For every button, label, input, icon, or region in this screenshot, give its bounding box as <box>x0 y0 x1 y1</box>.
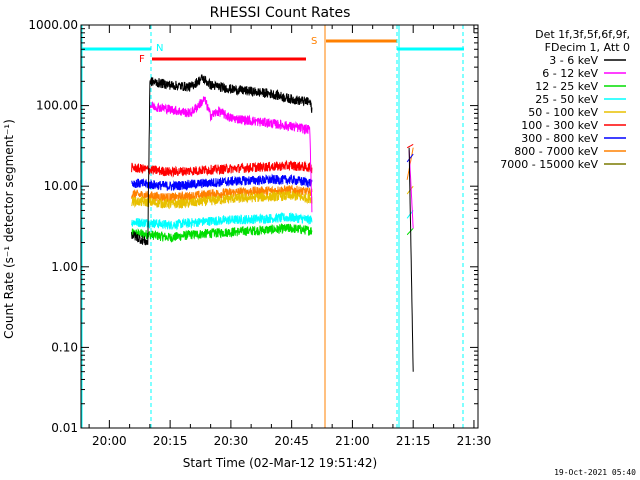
legend-label: 300 - 800 keV <box>521 132 598 145</box>
y-tick-label: 1000.00 <box>28 18 78 32</box>
legend-label: 12 - 25 keV <box>535 80 598 93</box>
x-tick-label: 21:00 <box>335 434 370 448</box>
x-tick-label: 21:15 <box>396 434 431 448</box>
legend-header-1: Det 1f,3f,5f,6f,9f, <box>535 28 630 41</box>
footer-date: 19-Oct-2021 05:40 <box>554 468 636 477</box>
series-line-100-300-kev-seg1 <box>406 143 414 149</box>
y-tick-label: 0.10 <box>51 340 78 354</box>
chart-title: RHESSI Count Rates <box>210 5 351 21</box>
plot-frame <box>80 24 479 429</box>
legend-label: 50 - 100 keV <box>528 106 598 119</box>
legend-label: 7000 - 15000 keV <box>500 158 598 171</box>
series-line-12-25-kev-seg1 <box>406 227 414 236</box>
legend-label: 25 - 50 keV <box>535 93 598 106</box>
x-tick-label: 20:45 <box>274 434 309 448</box>
x-axis-label: Start Time (02-Mar-12 19:51:42) <box>183 456 377 470</box>
x-tick-label: 20:30 <box>214 434 249 448</box>
series-line-25-50-kev-seg0 <box>131 211 313 231</box>
series-line-300-800-kev-seg0 <box>131 173 313 191</box>
flag-label-s: S <box>311 36 317 47</box>
flag-label-n: N <box>156 43 163 54</box>
series-line-12-25-kev-seg0 <box>131 223 313 243</box>
series-line-50-100-kev-seg0 <box>131 190 313 210</box>
legend-label: 6 - 12 keV <box>542 67 598 80</box>
series-line-6-12-kev-seg0 <box>149 96 313 213</box>
legend-label: 800 - 7000 keV <box>514 145 598 158</box>
series-line-3-6-kev-seg0 <box>131 74 313 246</box>
x-tick-label: 20:15 <box>153 434 188 448</box>
y-tick-label: 1.00 <box>51 260 78 274</box>
y-tick-label: 0.01 <box>51 421 78 435</box>
series-line-3-6-kev-seg1 <box>408 147 414 372</box>
legend-label: 3 - 6 keV <box>549 54 598 67</box>
y-axis-label: Count Rate (s⁻¹ detector segment⁻¹) <box>2 119 16 339</box>
flag-label-f: F <box>139 54 145 65</box>
y-tick-label: 100.00 <box>36 99 78 113</box>
legend: Det 1f,3f,5f,6f,9f,FDecim 1, Att 03 - 6 … <box>500 28 630 171</box>
series-line-100-300-kev-seg0 <box>131 159 313 178</box>
x-tick-label: 20:00 <box>92 434 127 448</box>
y-tick-label: 10.00 <box>44 179 78 193</box>
x-tick-label: 21:30 <box>457 434 492 448</box>
series-line-300-800-kev-seg1 <box>406 153 414 163</box>
legend-label: 100 - 300 keV <box>521 119 598 132</box>
legend-header-2: FDecim 1, Att 0 <box>545 41 630 54</box>
